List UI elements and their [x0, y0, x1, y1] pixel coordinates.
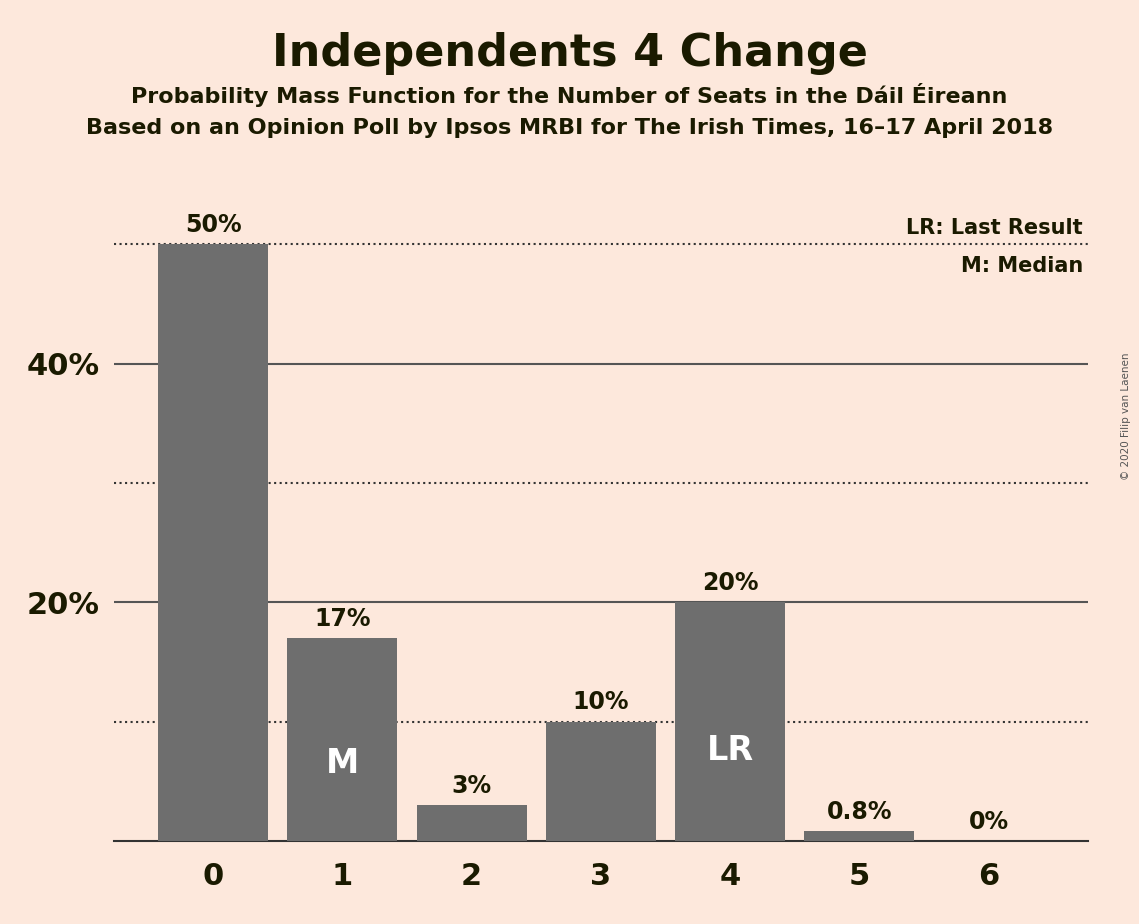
Bar [804, 832, 915, 841]
Text: 50%: 50% [185, 213, 241, 237]
Text: 3%: 3% [451, 774, 492, 798]
Text: 17%: 17% [314, 607, 370, 631]
Text: Based on an Opinion Poll by Ipsos MRBI for The Irish Times, 16–17 April 2018: Based on an Opinion Poll by Ipsos MRBI f… [85, 118, 1054, 139]
Text: Probability Mass Function for the Number of Seats in the Dáil Éireann: Probability Mass Function for the Number… [131, 83, 1008, 107]
Text: Independents 4 Change: Independents 4 Change [271, 32, 868, 76]
Bar [287, 638, 398, 841]
Text: 0.8%: 0.8% [827, 800, 892, 824]
Text: LR: Last Result: LR: Last Result [907, 218, 1083, 238]
Bar [675, 602, 785, 841]
Text: 10%: 10% [573, 690, 629, 714]
Text: M: M [326, 748, 359, 780]
Bar [546, 722, 656, 841]
Text: 20%: 20% [702, 571, 759, 595]
Text: M: Median: M: Median [960, 256, 1083, 276]
Text: 0%: 0% [968, 809, 1009, 833]
Text: © 2020 Filip van Laenen: © 2020 Filip van Laenen [1121, 352, 1131, 480]
Text: LR: LR [706, 734, 754, 767]
Bar [417, 805, 526, 841]
Bar [158, 245, 268, 841]
